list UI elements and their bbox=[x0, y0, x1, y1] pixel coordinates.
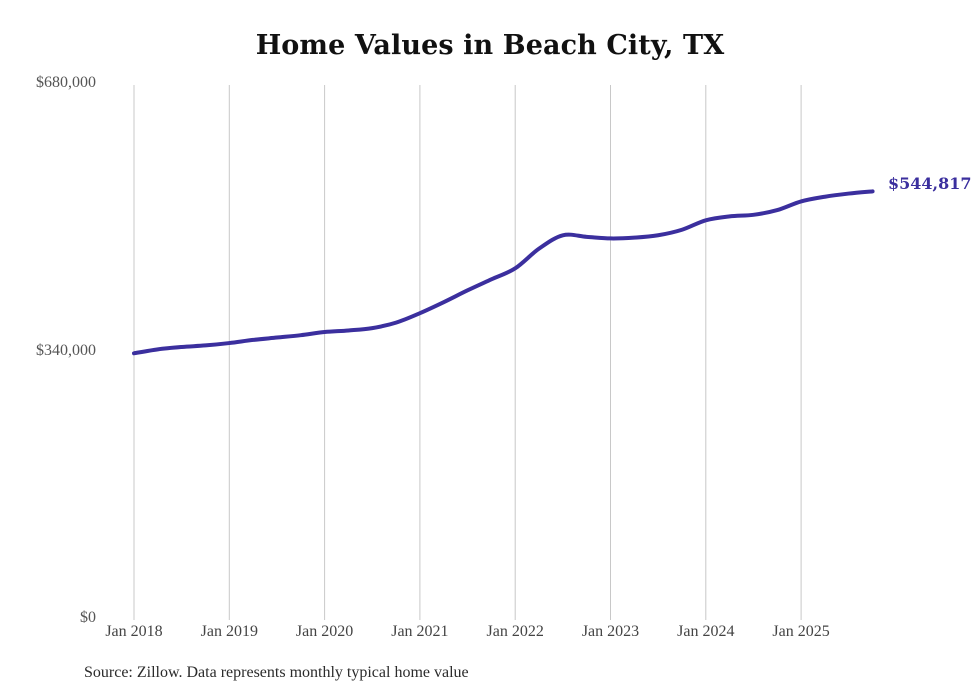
x-tick-label: Jan 2025 bbox=[772, 623, 830, 640]
end-value-annotation: $544,817 bbox=[888, 174, 972, 193]
x-tick-label: Jan 2022 bbox=[486, 623, 544, 640]
x-tick-label: Jan 2024 bbox=[677, 623, 735, 640]
x-tick-label: Jan 2019 bbox=[200, 623, 258, 640]
source-footnote: Source: Zillow. Data represents monthly … bbox=[84, 664, 469, 681]
x-tick-label: Jan 2023 bbox=[581, 623, 640, 640]
series-line bbox=[132, 189, 875, 356]
y-tick-label: $680,000 bbox=[36, 74, 96, 91]
x-tick-label: Jan 2018 bbox=[105, 623, 163, 640]
chart-title: Home Values in Beach City, TX bbox=[255, 30, 725, 61]
y-tick-label: $0 bbox=[80, 609, 96, 626]
x-tick-label: Jan 2021 bbox=[391, 623, 449, 640]
series-lines bbox=[132, 189, 875, 356]
y-tick-label: $340,000 bbox=[36, 341, 96, 359]
x-tick-label: Jan 2020 bbox=[295, 623, 354, 640]
gridlines-vertical bbox=[133, 85, 802, 620]
